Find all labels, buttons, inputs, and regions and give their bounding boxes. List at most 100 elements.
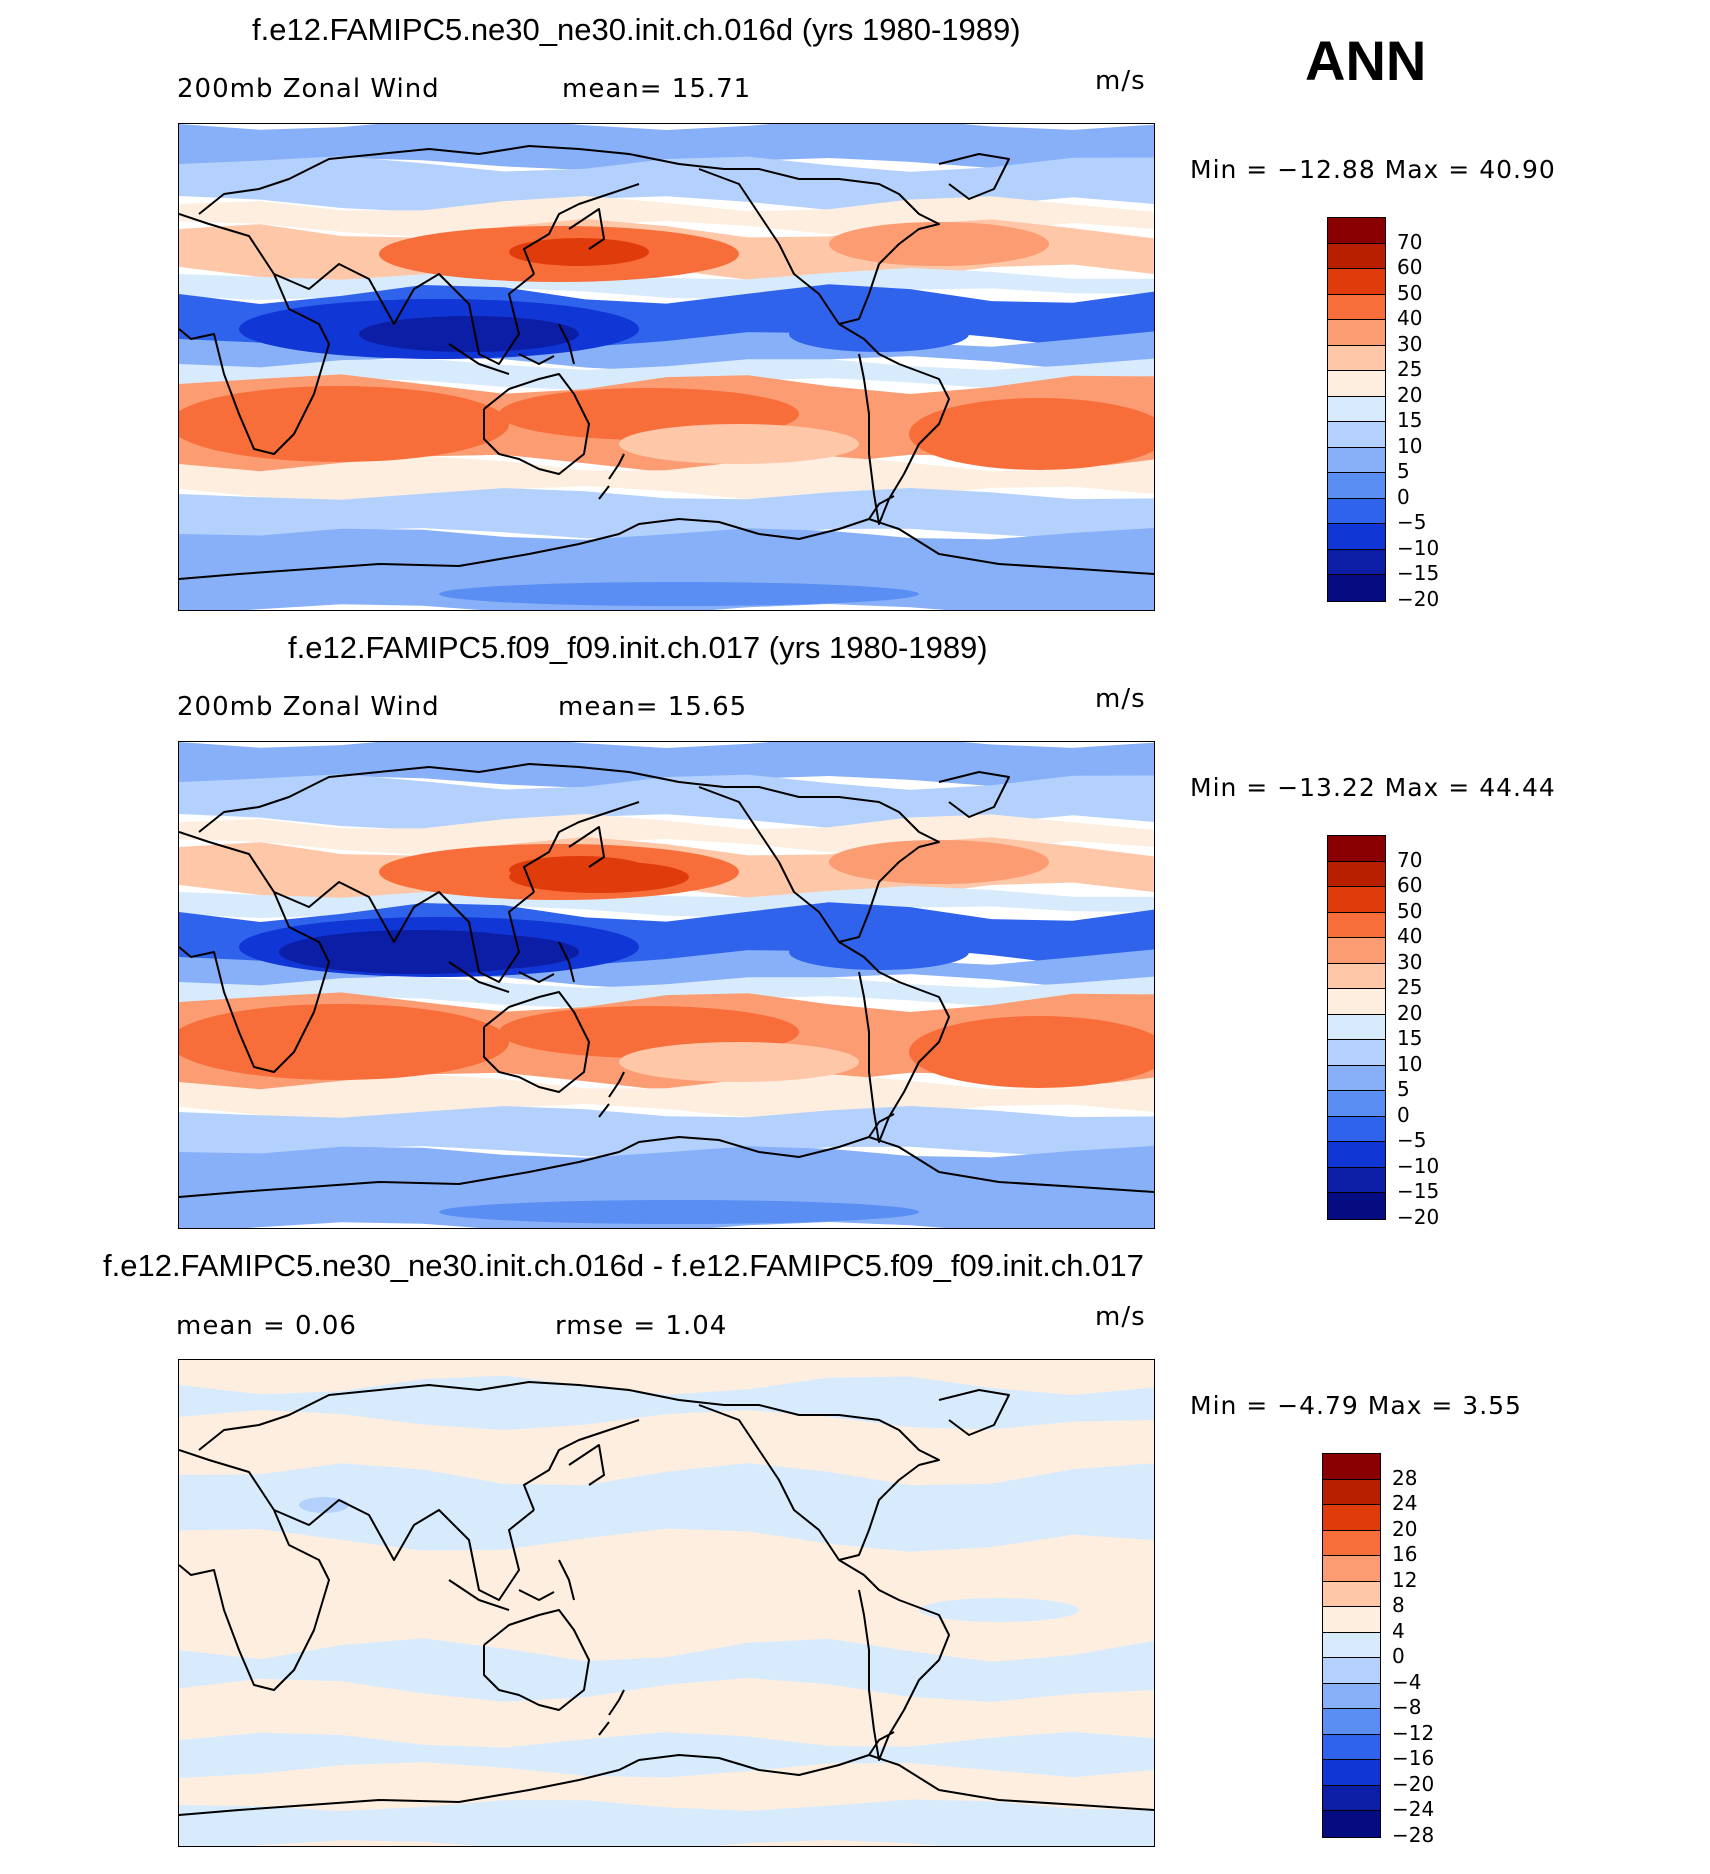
panel-3-units: m/s xyxy=(1095,1302,1146,1332)
colorbar-swatch xyxy=(1323,1581,1380,1608)
colorbar-swatch xyxy=(1328,371,1385,397)
colorbar-swatch xyxy=(1328,320,1385,346)
colorbar-tick-label: 5 xyxy=(1397,459,1410,484)
colorbar-swatch xyxy=(1328,269,1385,295)
colorbar-swatch xyxy=(1328,938,1385,964)
panel-1-map xyxy=(178,123,1155,611)
panel-2-colorbar xyxy=(1327,835,1386,1220)
colorbar-tick-label: 30 xyxy=(1397,331,1423,356)
colorbar-swatch xyxy=(1328,989,1385,1015)
colorbar-tick-label: −10 xyxy=(1397,1153,1440,1178)
colorbar-tick-label: −4 xyxy=(1392,1669,1422,1694)
colorbar-swatch xyxy=(1323,1479,1380,1506)
colorbar-swatch xyxy=(1328,887,1385,913)
colorbar-tick-label: 25 xyxy=(1397,357,1423,382)
colorbar-swatch xyxy=(1328,836,1385,862)
colorbar-tick-label: 12 xyxy=(1392,1567,1418,1592)
colorbar-swatch xyxy=(1323,1683,1380,1710)
colorbar-tick-label: −8 xyxy=(1392,1695,1422,1720)
colorbar-tick-label: 50 xyxy=(1397,898,1423,923)
colorbar-swatch xyxy=(1328,1040,1385,1066)
panel-3-mean: mean = 0.06 xyxy=(176,1311,357,1341)
colorbar-swatch xyxy=(1328,1014,1385,1041)
colorbar-tick-label: 70 xyxy=(1397,847,1423,872)
colorbar-tick-label: 15 xyxy=(1397,408,1423,433)
colorbar-tick-label: 20 xyxy=(1397,382,1423,407)
colorbar-swatch xyxy=(1328,294,1385,321)
colorbar-swatch xyxy=(1328,912,1385,939)
colorbar-swatch xyxy=(1328,422,1385,448)
colorbar-swatch xyxy=(1328,345,1385,372)
panel-3-minmax: Min = −4.79 Max = 3.55 xyxy=(1190,1391,1522,1420)
colorbar-tick-label: 10 xyxy=(1397,1051,1423,1076)
panel-2-units: m/s xyxy=(1095,684,1146,714)
colorbar-tick-label: −15 xyxy=(1397,1179,1440,1204)
colorbar-swatch xyxy=(1323,1505,1380,1531)
colorbar-tick-label: −24 xyxy=(1392,1797,1435,1822)
panel-2-minmax: Min = −13.22 Max = 44.44 xyxy=(1190,773,1556,802)
panel-3-rmse: rmse = 1.04 xyxy=(555,1311,728,1341)
colorbar-swatch xyxy=(1328,861,1385,888)
colorbar-swatch xyxy=(1328,1116,1385,1143)
colorbar-tick-label: 0 xyxy=(1392,1644,1405,1669)
colorbar-swatch xyxy=(1323,1734,1380,1761)
colorbar-tick-label: 0 xyxy=(1397,1102,1410,1127)
colorbar-tick-label: 40 xyxy=(1397,306,1423,331)
colorbar-tick-label: 60 xyxy=(1397,255,1423,280)
colorbar-swatch xyxy=(1328,473,1385,499)
colorbar-tick-label: 16 xyxy=(1392,1542,1418,1567)
panel-3-map xyxy=(178,1359,1155,1847)
colorbar-swatch xyxy=(1328,1065,1385,1092)
colorbar-swatch xyxy=(1328,1091,1385,1117)
panel-1-mean: mean= 15.71 xyxy=(562,74,752,104)
colorbar-swatch xyxy=(1323,1811,1380,1837)
colorbar-swatch xyxy=(1323,1632,1380,1659)
colorbar-swatch xyxy=(1323,1530,1380,1557)
colorbar-swatch xyxy=(1323,1658,1380,1684)
panel-1-variable-label: 200mb Zonal Wind xyxy=(177,74,440,104)
colorbar-swatch xyxy=(1328,243,1385,270)
panel-2-variable-label: 200mb Zonal Wind xyxy=(177,692,440,722)
colorbar-swatch xyxy=(1323,1556,1380,1582)
colorbar-tick-label: −15 xyxy=(1397,561,1440,586)
colorbar-tick-label: 15 xyxy=(1397,1026,1423,1051)
season-label: ANN xyxy=(1305,29,1427,92)
colorbar-tick-label: −20 xyxy=(1397,1205,1440,1229)
colorbar-swatch xyxy=(1328,549,1385,576)
colorbar-swatch xyxy=(1328,524,1385,550)
colorbar-tick-label: −20 xyxy=(1392,1771,1435,1796)
panel-3-colorbar xyxy=(1322,1453,1381,1838)
colorbar-tick-label: 4 xyxy=(1392,1618,1405,1643)
colorbar-tick-label: −12 xyxy=(1392,1720,1435,1745)
colorbar-tick-label: 60 xyxy=(1397,873,1423,898)
panel-3-title: f.e12.FAMIPC5.ne30_ne30.init.ch.016d - f… xyxy=(103,1248,1144,1283)
panel-2-mean: mean= 15.65 xyxy=(558,692,748,722)
colorbar-swatch xyxy=(1328,447,1385,474)
panel-1-minmax: Min = −12.88 Max = 40.90 xyxy=(1190,155,1556,184)
colorbar-tick-label: 10 xyxy=(1397,433,1423,458)
colorbar-swatch xyxy=(1328,575,1385,601)
colorbar-tick-label: 50 xyxy=(1397,280,1423,305)
colorbar-swatch xyxy=(1328,1193,1385,1219)
colorbar-swatch xyxy=(1323,1454,1380,1480)
colorbar-tick-label: 28 xyxy=(1392,1465,1418,1490)
colorbar-swatch xyxy=(1328,218,1385,244)
colorbar-tick-label: 70 xyxy=(1397,229,1423,254)
colorbar-swatch xyxy=(1328,1167,1385,1194)
colorbar-swatch xyxy=(1323,1709,1380,1735)
colorbar-swatch xyxy=(1323,1785,1380,1812)
colorbar-tick-label: 8 xyxy=(1392,1593,1405,1618)
colorbar-tick-label: −16 xyxy=(1392,1746,1435,1771)
colorbar-swatch xyxy=(1323,1607,1380,1633)
colorbar-swatch xyxy=(1328,963,1385,990)
colorbar-tick-label: −10 xyxy=(1397,535,1440,560)
colorbar-tick-label: 24 xyxy=(1392,1491,1418,1516)
panel-1-units: m/s xyxy=(1095,66,1146,96)
colorbar-tick-label: 30 xyxy=(1397,949,1423,974)
colorbar-swatch xyxy=(1328,1142,1385,1168)
colorbar-tick-label: 25 xyxy=(1397,975,1423,1000)
colorbar-tick-label: 5 xyxy=(1397,1077,1410,1102)
colorbar-tick-label: −28 xyxy=(1392,1823,1435,1847)
panel-2-map xyxy=(178,741,1155,1229)
colorbar-swatch xyxy=(1328,396,1385,423)
